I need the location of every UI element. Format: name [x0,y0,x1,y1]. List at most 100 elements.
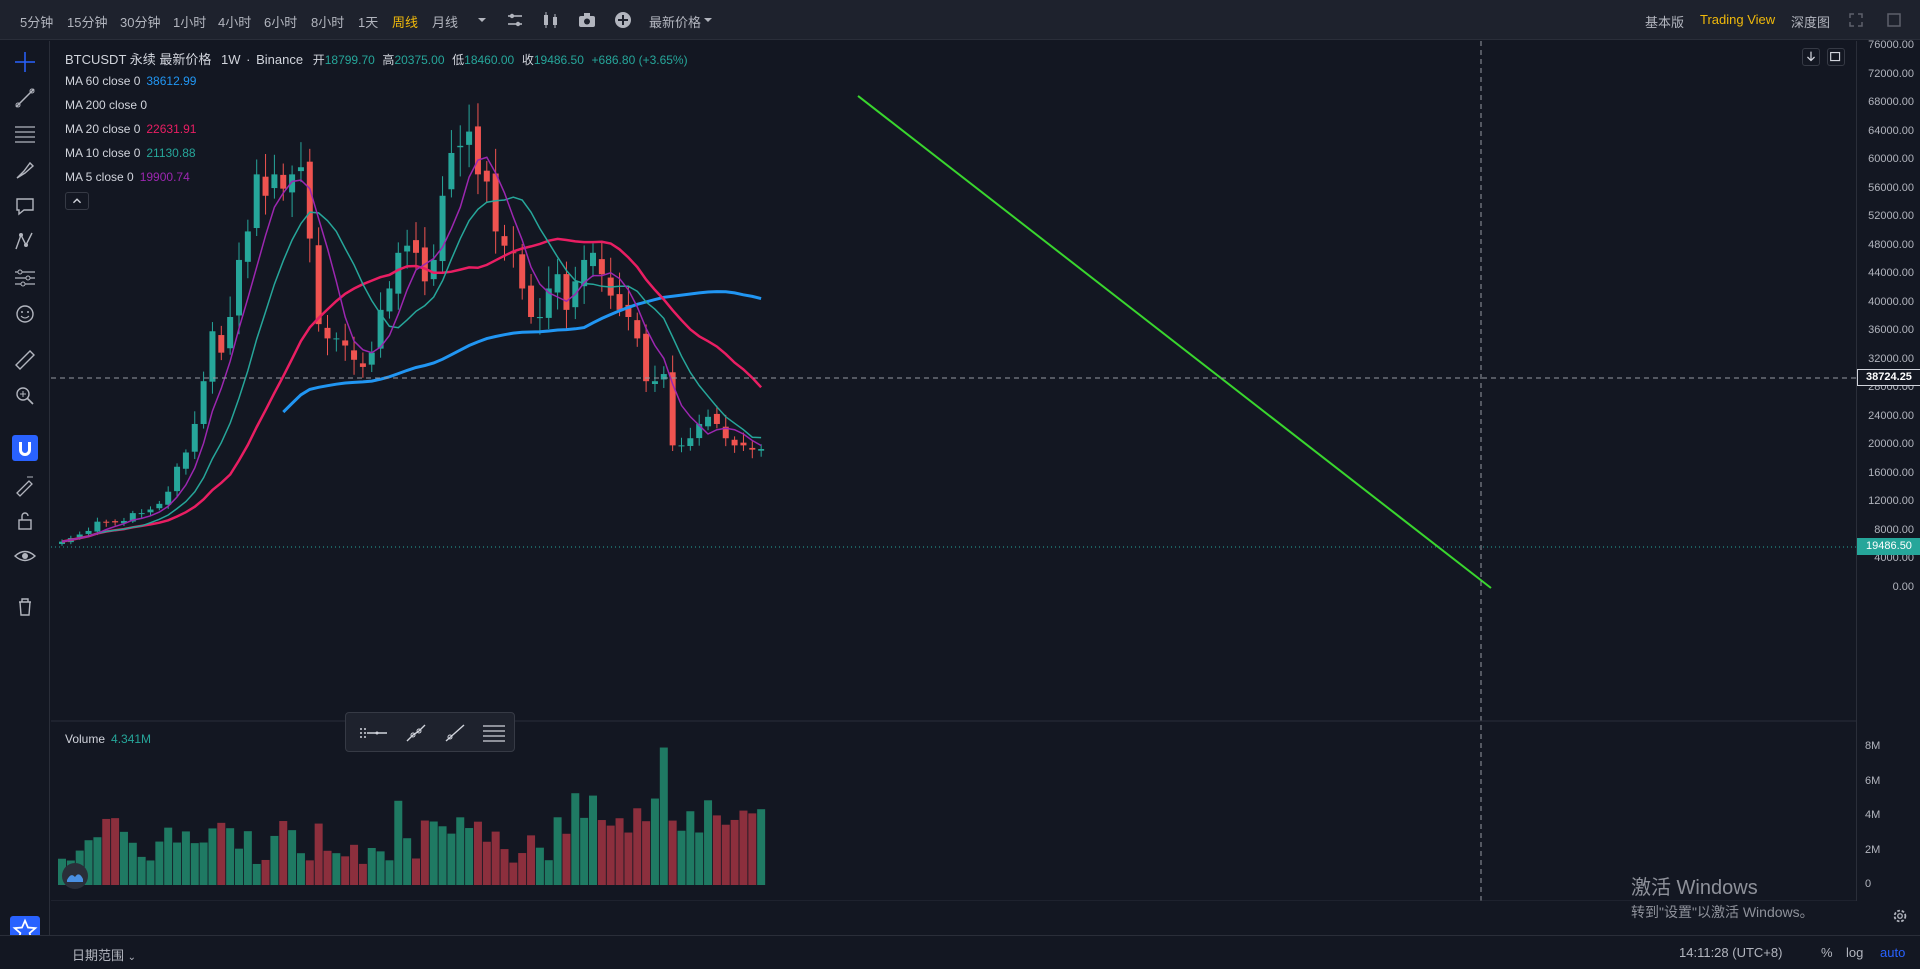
crosshair-icon[interactable] [12,49,38,75]
price-tick: 4000.00 [1874,552,1914,565]
price-tick: 64000.00 [1868,124,1914,137]
horizontal-lines-icon[interactable] [12,121,38,147]
indicator-ma60[interactable]: MA 60 close 0 38612.99 [65,74,196,88]
settings-gear-icon[interactable] [1891,907,1909,928]
price-tick: 0.00 [1892,581,1914,593]
chart-pane[interactable]: 3月7月9月20214月6月9月20223月6月9月 BTCUSDT 永续 最新… [51,41,1856,901]
candle-body [474,126,481,175]
timeframe-1h[interactable]: 1小时 [173,15,207,30]
candlestick-icon[interactable] [541,10,561,30]
auto-toggle[interactable]: auto [1880,945,1906,960]
ma10-line [61,196,762,543]
candle-body [740,442,747,446]
ray-tool-icon[interactable] [440,719,470,747]
drag-handle-icon[interactable] [348,719,366,747]
magnet-icon[interactable] [12,435,38,461]
candle-body [749,447,756,450]
price-tick: 72000.00 [1868,67,1914,80]
timeframe-6h[interactable]: 6小时 [264,15,298,30]
camera-icon[interactable] [577,10,597,30]
timeframe-15m[interactable]: 15分钟 [67,15,108,30]
bottom-toolbar: 日期范围 ⌄ 14:11:28 (UTC+8) % log auto [0,935,1920,969]
refresh-icon [1830,51,1841,62]
volume-bar [279,821,288,885]
date-range-button[interactable]: 日期范围 ⌄ [72,945,136,964]
candle-body [280,174,287,189]
candle-body [85,530,92,534]
basic-view-button[interactable]: 基本版 [1645,15,1685,30]
candle-body [147,509,154,513]
lock-drawing-icon[interactable] [12,473,38,499]
settings-sliders-icon[interactable] [505,10,525,30]
depth-chart-button[interactable]: 深度图 [1791,15,1831,30]
volume-bar [447,833,456,885]
candle-body [643,333,650,382]
volume-bar [712,815,721,885]
collapse-legend-button[interactable] [65,192,89,210]
eye-icon[interactable] [12,543,38,569]
volume-bar [119,831,128,885]
emoji-icon[interactable] [12,301,38,327]
timeframe-30m[interactable]: 30分钟 [120,15,161,30]
lines-tool-icon[interactable] [479,719,509,747]
candle-body [439,195,446,262]
zoom-icon[interactable] [12,383,38,409]
watermark-title: 激活 Windows [1631,877,1758,899]
volume-bar [412,858,420,885]
candle-body [191,423,198,452]
fullscreen-icon[interactable] [1846,10,1866,30]
pattern-icon[interactable] [12,229,38,255]
candle-body [687,438,694,446]
arrow-down-icon [1807,51,1815,62]
reset-chart-button[interactable] [1827,48,1845,66]
trash-icon[interactable] [12,594,38,620]
volume-bar [544,860,553,885]
timeframe-8h[interactable]: 8小时 [311,15,345,30]
volume-bar [686,811,695,885]
log-toggle[interactable]: log [1846,945,1864,960]
percent-toggle[interactable]: % [1821,945,1833,960]
volume-bar [553,817,562,885]
windows-activation-watermark: 激活 Windows 转到"设置"以激活 Windows。 [1631,871,1814,922]
popout-icon[interactable] [1884,10,1904,30]
scroll-latest-button[interactable] [1802,48,1820,66]
unlock-icon[interactable] [12,508,38,534]
gann-icon[interactable] [12,265,38,291]
symbol-exchange: Binance [256,52,304,67]
candle-body [253,174,260,229]
price-axis[interactable]: 76000.00 72000.00 68000.00 64000.00 60000.00… [1856,39,1920,923]
volume-tick: 0 [1865,878,1872,890]
brush-icon[interactable] [12,157,38,183]
candle-body [395,252,402,294]
indicator-ma5[interactable]: MA 5 close 0 19900.74 [65,170,190,184]
volume-tick: 2M [1865,843,1881,856]
timeframe-1m[interactable]: 月线 [432,15,459,30]
volume-bar [509,862,518,885]
trendline-icon[interactable] [12,85,38,111]
path-tool-icon[interactable] [401,719,431,747]
comment-icon[interactable] [12,193,38,219]
indicator-ma200[interactable]: MA 200 close 0 [65,98,153,112]
volume-bar [341,856,350,885]
chart-canvas[interactable]: 3月7月9月20214月6月9月20223月6月9月 [51,41,1856,901]
volume-bar [420,820,429,885]
chevron-down-icon[interactable] [698,10,718,30]
indicator-value: 19900.74 [139,170,190,184]
ruler-icon[interactable] [12,347,38,373]
price-type-select[interactable]: 最新价格 [649,15,702,30]
indicator-ma20[interactable]: MA 20 close 0 22631.91 [65,122,196,136]
timeframe-1d[interactable]: 1天 [358,15,379,30]
timeframe-4h[interactable]: 4小时 [218,15,252,30]
timeframe-5m[interactable]: 5分钟 [20,15,54,30]
ma5-line [61,156,762,543]
indicator-ma10[interactable]: MA 10 close 0 21130.88 [65,146,196,160]
candle-body [182,452,189,469]
tradingview-button[interactable]: Trading View [1700,12,1776,27]
add-indicator-icon[interactable] [613,10,633,30]
timeframe-1w[interactable]: 周线 [392,15,419,30]
candle-body [342,340,349,346]
volume-bar [597,820,606,885]
volume-bar [190,843,199,885]
horizontal-line-tool-icon[interactable] [362,719,392,747]
chevron-down-icon[interactable] [472,10,492,30]
